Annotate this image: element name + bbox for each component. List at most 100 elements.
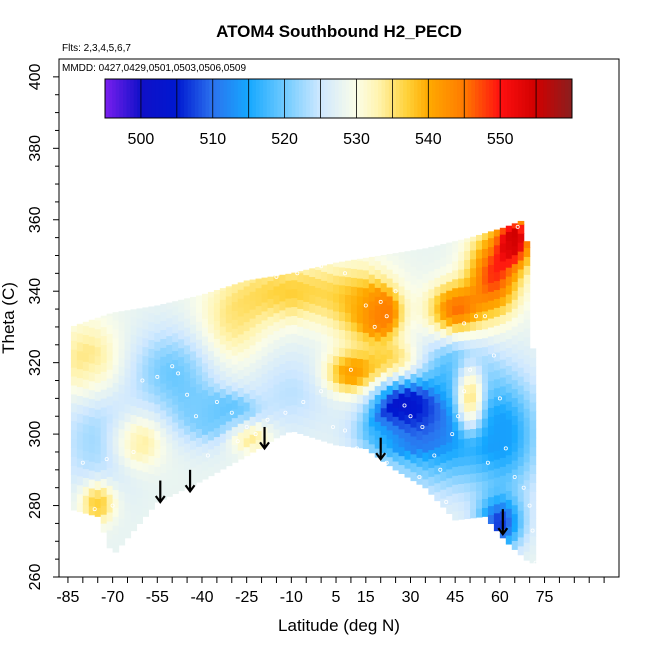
chart-title: ATOM4 Southbound H2_PECD (216, 22, 462, 41)
heatmap-cell (82, 361, 90, 371)
heatmap-cell (166, 344, 173, 354)
heatmap-cell (333, 284, 340, 294)
heatmap-cell (392, 398, 400, 408)
heatmap-cell (481, 319, 489, 330)
heatmap-cell (88, 452, 96, 462)
heatmap-cell (523, 327, 531, 338)
colorbar-swatch (543, 79, 548, 118)
colorbar-swatch (381, 79, 386, 118)
sample-point (110, 503, 115, 508)
heatmap-cell (434, 429, 441, 439)
colorbar-swatch (514, 79, 519, 118)
heatmap-cell (505, 347, 513, 357)
colorbar-swatch (406, 79, 411, 118)
heatmap-cell (136, 318, 144, 328)
heatmap-cell (374, 340, 382, 351)
heatmap-cell (321, 414, 328, 424)
heatmap-cell (124, 350, 132, 360)
heatmap-cell (303, 301, 310, 311)
heatmap-cell (523, 345, 531, 356)
colorbar-swatch (205, 79, 210, 118)
colorbar-swatch (219, 79, 225, 118)
heatmap-cell (172, 301, 179, 307)
sample-point (417, 474, 422, 479)
colorbar: 500 510 520 530 540 550 (104, 78, 573, 148)
heatmap-cell (452, 448, 459, 458)
heatmap-cell (315, 367, 322, 378)
colorbar-swatch (284, 79, 289, 118)
heatmap-cell (303, 319, 310, 329)
heatmap-cell (470, 437, 477, 447)
x-axis-label: Latitude (deg N) (278, 616, 400, 635)
heatmap-cell (404, 468, 412, 478)
heatmap-cell (452, 421, 459, 432)
heatmap-cell (225, 367, 233, 377)
heatmap-cell (511, 415, 519, 425)
heatmap-cell (309, 294, 316, 304)
heatmap-cell (154, 341, 161, 351)
heatmap-cell (499, 314, 507, 324)
heatmap-cell (261, 310, 269, 321)
y-tick-label: 400 (27, 63, 44, 90)
heatmap-cell (213, 391, 221, 402)
heatmap-cell (225, 304, 233, 315)
heatmap-cell (237, 414, 245, 424)
colorbar-swatch (510, 79, 516, 118)
heatmap-cell (124, 510, 132, 521)
heatmap-cell (112, 498, 120, 508)
colorbar-swatch (306, 79, 311, 118)
heatmap-cell (219, 442, 227, 452)
heatmap-cell (94, 400, 102, 410)
heatmap-cell (362, 430, 370, 441)
heatmap-cell (184, 389, 191, 399)
heatmap-cell (446, 325, 453, 336)
heatmap-cell (428, 261, 435, 272)
heatmap-cell (94, 435, 102, 446)
heatmap-cell (333, 426, 340, 437)
heatmap-cell (172, 314, 179, 325)
heatmap-cell (279, 390, 286, 400)
heatmap-cell (327, 416, 334, 426)
heatmap-cell (523, 292, 531, 302)
heatmap-cell (172, 439, 179, 450)
heatmap-cell (339, 374, 346, 384)
heatmap-cell (106, 369, 114, 379)
heatmap-cell (392, 460, 400, 471)
heatmap-cell (493, 468, 501, 478)
heatmap-cell (285, 280, 292, 290)
heatmap-cell (190, 449, 197, 459)
heatmap-cell (422, 309, 429, 319)
heatmap-cell (249, 407, 257, 417)
heatmap-cell (178, 311, 185, 322)
heatmap-cell (499, 323, 507, 333)
heatmap-cell (511, 343, 519, 354)
heatmap-cell (190, 333, 197, 343)
sample-point (512, 474, 517, 479)
heatmap-cell (398, 303, 406, 314)
heatmap-cell (380, 255, 388, 257)
colorbar-swatch (507, 79, 512, 118)
colorbar-swatch (169, 79, 174, 118)
heatmap-cell (291, 360, 298, 370)
heatmap-cell (148, 393, 155, 403)
heatmap-cell (136, 434, 144, 444)
heatmap-cell (303, 269, 310, 276)
heatmap-cell (249, 326, 257, 337)
heatmap-cell (487, 318, 495, 328)
heatmap-cell (118, 311, 126, 314)
heatmap-cell (505, 401, 513, 411)
heatmap-cell (362, 376, 370, 387)
heatmap-cell (231, 301, 239, 311)
heatmap-cell (207, 457, 215, 468)
heatmap-cell (172, 484, 179, 494)
heatmap-cell (386, 260, 394, 270)
heatmap-cell (362, 296, 370, 307)
heatmap-cell (529, 428, 537, 439)
heatmap-cell (100, 442, 108, 453)
heatmap-cell (249, 309, 257, 319)
heatmap-cell (344, 401, 352, 412)
heatmap-cell (279, 291, 286, 302)
heatmap-cell (136, 407, 144, 417)
colorbar-tick-label: 510 (199, 131, 226, 148)
heatmap-cell (392, 300, 400, 310)
